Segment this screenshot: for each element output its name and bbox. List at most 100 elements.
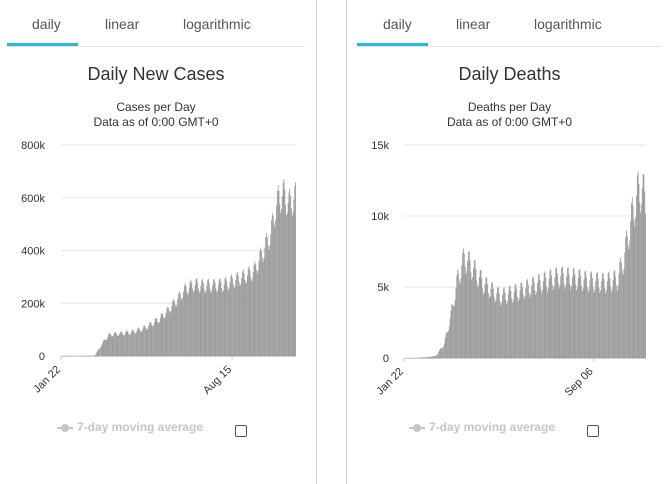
bar [526, 280, 528, 358]
bar [571, 277, 573, 358]
bar [644, 191, 646, 358]
bar [217, 290, 218, 356]
bar [583, 279, 585, 358]
moving-average-checkbox[interactable] [587, 425, 599, 437]
bar [239, 286, 241, 356]
bar [616, 285, 617, 358]
bar [467, 260, 469, 358]
bar [527, 284, 529, 358]
bar [633, 219, 635, 358]
bar [172, 301, 174, 356]
bar [158, 323, 159, 356]
bar [638, 183, 640, 358]
bar [261, 250, 262, 356]
bar [497, 287, 499, 358]
bar [262, 261, 264, 356]
bar [286, 214, 287, 356]
tab-logarithmic[interactable]: logarithmic [183, 16, 251, 32]
bar [159, 318, 161, 356]
bar [448, 326, 450, 358]
y-tick-label: 15k [371, 140, 389, 152]
bar [441, 348, 443, 358]
bar [497, 287, 498, 358]
bar [478, 284, 479, 358]
bar [574, 274, 576, 358]
bar [510, 290, 512, 358]
bar [169, 312, 171, 356]
bar [284, 189, 286, 356]
bar [591, 271, 592, 358]
bar [625, 236, 627, 358]
bar [245, 283, 247, 356]
bar [437, 353, 439, 358]
bar [136, 330, 138, 356]
tab-daily[interactable]: daily [383, 16, 412, 32]
bar [494, 302, 496, 358]
bar [641, 188, 643, 358]
bar [195, 279, 197, 356]
bar [178, 293, 179, 356]
bar [97, 350, 99, 356]
bar [616, 290, 618, 358]
bar [566, 268, 568, 358]
bar [584, 271, 586, 358]
x-tick-label: Jan 22 [374, 366, 406, 398]
bar [98, 349, 100, 356]
bar [206, 285, 208, 356]
legend-item[interactable]: 7-day moving average [409, 420, 555, 434]
bar [423, 357, 425, 358]
legend-item[interactable]: 7-day moving average [57, 420, 203, 434]
bar [129, 334, 130, 356]
y-tick-label: 200k [21, 298, 45, 310]
bar [257, 269, 259, 356]
bar [555, 268, 557, 358]
bar [100, 347, 101, 356]
bar [576, 289, 577, 358]
bar [194, 284, 196, 356]
legend-label: 7-day moving average [429, 420, 556, 434]
bar [249, 270, 251, 356]
bar [144, 325, 145, 356]
bar [627, 245, 629, 358]
tab-linear[interactable]: linear [456, 16, 491, 32]
bar [228, 288, 230, 356]
bar [281, 195, 283, 356]
bar [120, 331, 122, 356]
bar [163, 316, 164, 356]
bar [536, 291, 538, 358]
bar [149, 321, 151, 356]
bar [420, 357, 422, 358]
bar [110, 335, 112, 356]
bar [235, 280, 237, 356]
bar [532, 276, 534, 358]
bar [577, 278, 579, 358]
bar [133, 330, 135, 356]
bar [171, 306, 173, 356]
bar [183, 291, 184, 356]
bar [490, 288, 492, 358]
bar [613, 271, 615, 358]
bar [134, 332, 135, 356]
bar [465, 273, 467, 358]
bar [540, 288, 542, 358]
bar [247, 275, 248, 356]
moving-average-checkbox[interactable] [235, 425, 247, 437]
bar [114, 332, 116, 356]
tab-linear[interactable]: linear [105, 16, 140, 32]
bar [585, 270, 587, 358]
bar [247, 268, 249, 356]
bar [611, 291, 612, 358]
tab-daily[interactable]: daily [32, 16, 61, 32]
bar [148, 325, 150, 356]
bar [534, 290, 536, 358]
bar [244, 279, 246, 356]
bar [576, 286, 578, 358]
bar [458, 273, 459, 358]
bar [219, 278, 221, 356]
bar [107, 336, 109, 356]
tab-logarithmic[interactable]: logarithmic [534, 16, 602, 32]
bar [456, 275, 458, 358]
bar [488, 298, 490, 358]
bar [214, 282, 216, 356]
bar [509, 285, 511, 358]
